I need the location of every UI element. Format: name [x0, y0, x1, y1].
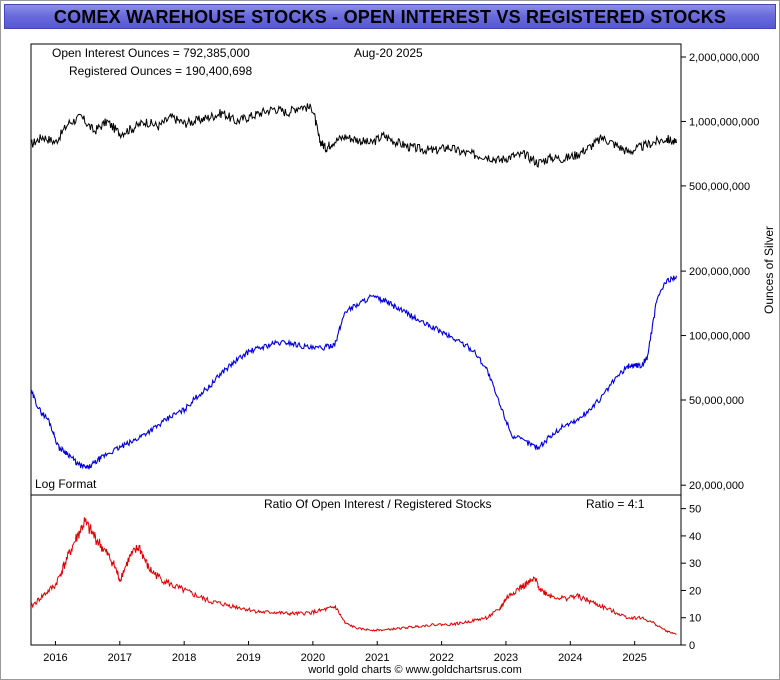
- y-axis-label: Ounces of Silver: [762, 226, 776, 314]
- open-interest-label: Open Interest Ounces = 792,385,000: [52, 46, 250, 60]
- open-interest-line: [30, 103, 677, 168]
- lower-y-tick-label: 50: [689, 504, 701, 516]
- x-axis-ticks: 2016 2017 2018 2019 2020 2021 2022 2023 2024 2025: [43, 641, 647, 664]
- series-layer: [30, 103, 678, 635]
- upper-y-tick-label: 500,000,000: [689, 181, 750, 193]
- title-bar: COMEX WAREHOUSE STOCKS - OPEN INTEREST V…: [4, 4, 776, 29]
- chart-title: COMEX WAREHOUSE STOCKS - OPEN INTEREST V…: [53, 7, 727, 27]
- x-tick-label: 2022: [429, 652, 453, 664]
- x-tick-label: 2019: [236, 652, 260, 664]
- x-tick-label: 2024: [558, 652, 582, 664]
- x-tick-label: 2017: [108, 652, 132, 664]
- ratio-title: Ratio Of Open Interest / Registered Stoc…: [264, 497, 491, 511]
- x-tick-label: 2020: [301, 652, 325, 664]
- registered-line: [30, 275, 678, 470]
- lower-panel: [30, 494, 682, 646]
- upper-y-tick-label: 20,000,000: [689, 480, 744, 492]
- ratio-annotation: Ratio = 4:1: [586, 497, 645, 511]
- upper-panel: [30, 43, 682, 496]
- upper-y-tick-label: 200,000,000: [689, 266, 750, 278]
- x-tick-label: 2025: [622, 652, 646, 664]
- x-tick-label: 2018: [172, 652, 196, 664]
- upper-y-tick-label: 2,000,000,000: [689, 52, 759, 64]
- date-label: Aug-20 2025: [354, 46, 423, 60]
- registered-label: Registered Ounces = 190,400,698: [69, 64, 252, 78]
- lower-y-tick-label: 0: [689, 640, 695, 652]
- lower-y-tick-label: 30: [689, 558, 701, 570]
- upper-y-tick-label: 50,000,000: [689, 395, 744, 407]
- footer-credit: world gold charts © www.goldchartsrus.co…: [307, 664, 522, 676]
- ratio-line: [30, 517, 677, 635]
- x-tick-label: 2021: [365, 652, 389, 664]
- upper-axis-ticks: 2,000,000,000 1,000,000,000 500,000,000 200…: [681, 52, 759, 492]
- x-tick-label: 2023: [494, 652, 518, 664]
- lower-axis-ticks: 0 10 20 30 40 50: [681, 504, 701, 652]
- x-tick-label: 2016: [43, 652, 67, 664]
- lower-y-tick-label: 10: [689, 613, 701, 625]
- lower-y-tick-label: 40: [689, 531, 701, 543]
- log-format-label: Log Format: [35, 477, 97, 491]
- upper-y-tick-label: 100,000,000: [689, 331, 750, 343]
- upper-y-tick-label: 1,000,000,000: [689, 116, 759, 128]
- lower-y-tick-label: 20: [689, 585, 701, 597]
